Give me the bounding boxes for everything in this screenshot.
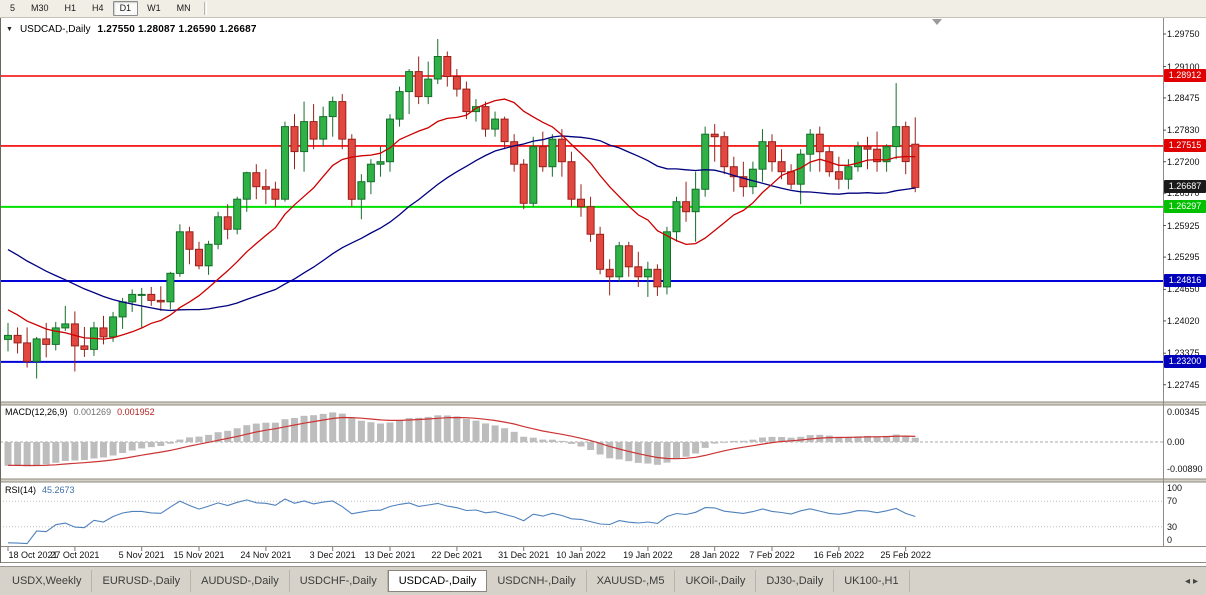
- chart-tab-usdcnh-daily[interactable]: USDCNH-,Daily: [487, 570, 587, 592]
- support-resistance-lines: [0, 75, 1163, 363]
- timeframe-button-h4[interactable]: H4: [92, 3, 104, 13]
- timeframe-button-mn[interactable]: MN: [176, 3, 191, 13]
- date-axis-label[interactable]: 18 Oct 2021: [8, 550, 58, 560]
- tab-scroll-right-icon[interactable]: ▸: [1192, 575, 1198, 587]
- timeframe-button-d1[interactable]: D1: [112, 1, 139, 16]
- chart-tab-audusd-daily[interactable]: AUDUSD-,Daily: [191, 570, 290, 592]
- chart-tab-xauusd-m5[interactable]: XAUUSD-,M5: [587, 570, 676, 592]
- date-axis-label[interactable]: 22 Dec 2021: [431, 550, 483, 560]
- timeframe-button-h1[interactable]: H1: [64, 3, 77, 13]
- chart-tab-usdchf-daily[interactable]: USDCHF-,Daily: [290, 570, 388, 592]
- macd-name: MACD(12,26,9): [5, 407, 68, 417]
- axis-lines: [0, 18, 1206, 563]
- timeframe-button-5[interactable]: 5: [10, 3, 16, 13]
- date-axis-label[interactable]: 3 Dec 2021: [309, 550, 356, 560]
- date-axis-label[interactable]: 16 Feb 2022: [813, 550, 865, 560]
- macd-indicator-label: MACD(12,26,9) 0.001269 0.001952: [5, 407, 155, 417]
- chart-canvas[interactable]: [0, 18, 1206, 563]
- chart-symbol-period: USDCAD-,Daily: [19, 24, 91, 35]
- date-axis-label[interactable]: 27 Oct 2021: [50, 550, 100, 560]
- chart-tab-dj30-daily[interactable]: DJ30-,Daily: [756, 570, 835, 592]
- macd-signal-value: 0.001952: [117, 407, 155, 417]
- timeframe-button-w1[interactable]: W1: [147, 3, 161, 13]
- date-axis-label[interactable]: 7 Feb 2022: [749, 550, 795, 560]
- date-axis-label[interactable]: 5 Nov 2021: [118, 550, 165, 560]
- pane-separators[interactable]: [0, 401, 1206, 483]
- candlesticks: [4, 39, 920, 379]
- timeframe-button-m30[interactable]: M30: [31, 3, 49, 13]
- date-axis-label[interactable]: 19 Jan 2022: [623, 550, 673, 560]
- date-axis-label[interactable]: 15 Nov 2021: [173, 550, 225, 560]
- chart-tab-ukoil-daily[interactable]: UKOil-,Daily: [675, 570, 757, 592]
- rsi-indicator-label: RSI(14) 45.2673: [5, 485, 75, 495]
- ma-slow-line: [7, 135, 916, 312]
- rsi-value: 45.2673: [42, 485, 75, 495]
- rsi-pane: [0, 498, 1163, 545]
- time-axis[interactable]: 18 Oct 2021 27 Oct 2021 5 Nov 2021 15 Nov 2…: [0, 547, 1206, 563]
- chart-tab-bar: USDX,Weekly EURUSD-,Daily AUDUSD-,Daily USD…: [0, 566, 1206, 595]
- timeframe-toolbar: 5 M30 H1 H4 D1 W1 MN: [0, 0, 1206, 18]
- chart-tab-usdx-weekly[interactable]: USDX,Weekly: [2, 570, 93, 592]
- tab-scroll-left-icon[interactable]: ◂: [1184, 575, 1190, 587]
- chart-menu-icon[interactable]: ▼: [6, 25, 13, 33]
- chart-tab-eurusd-daily[interactable]: EURUSD-,Daily: [92, 570, 192, 592]
- rsi-name: RSI(14): [5, 485, 37, 495]
- chart-title: ▼ USDCAD-,Daily 1.27550 1.28087 1.26590 …: [6, 24, 257, 35]
- toolbar-separator: [203, 2, 207, 15]
- chart-tab-uk100-h1[interactable]: UK100-,H1: [834, 570, 910, 592]
- chart-tab-usdcad-daily[interactable]: USDCAD-,Daily: [387, 570, 488, 592]
- tab-scroll-buttons: ◂ ▸: [1179, 570, 1204, 592]
- chart-ohlc-values: 1.27550 1.28087 1.26590 1.26687: [97, 24, 257, 35]
- date-axis-label[interactable]: 31 Dec 2021: [498, 550, 550, 560]
- date-axis-label[interactable]: 10 Jan 2022: [556, 550, 606, 560]
- date-axis-label[interactable]: 28 Jan 2022: [689, 550, 740, 560]
- chart-shift-marker-icon[interactable]: [932, 19, 942, 25]
- macd-main-value: 0.001269: [73, 407, 112, 417]
- date-axis-label[interactable]: 24 Nov 2021: [240, 550, 292, 560]
- macd-pane: [0, 412, 1163, 467]
- date-axis-label[interactable]: 25 Feb 2022: [880, 550, 931, 560]
- ma-fast-line: [7, 98, 916, 340]
- date-axis-label[interactable]: 13 Dec 2021: [364, 550, 416, 560]
